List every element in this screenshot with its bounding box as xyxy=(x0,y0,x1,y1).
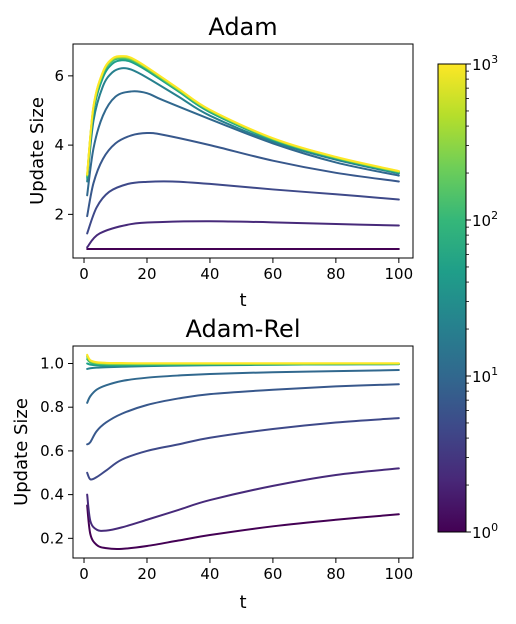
colorbar-tick-exponent: 1 xyxy=(491,365,498,378)
colorbar-gradient xyxy=(437,63,467,533)
x-tick-label: 60 xyxy=(263,565,282,583)
x-tick-label: 100 xyxy=(385,265,414,283)
colorbar-tick-exponent: 3 xyxy=(491,53,498,66)
x-tick-label: 80 xyxy=(326,565,345,583)
x-tick-label: 20 xyxy=(137,565,156,583)
y-tick-label: 0.6 xyxy=(40,442,64,460)
colorbar-tick-label: 103 xyxy=(472,53,498,74)
x-tick-label: 80 xyxy=(326,265,345,283)
x-tick-label: 20 xyxy=(137,265,156,283)
y-tick-label: 2 xyxy=(54,205,64,223)
series-line xyxy=(86,369,400,404)
y-axis-label: Update Size xyxy=(11,398,32,506)
series-line xyxy=(86,90,400,197)
x-axis-label: t xyxy=(239,290,246,311)
panel-adam: Adam 0 20 40 60 80 100 2 4 6 t Update Size xyxy=(27,13,414,311)
series-line xyxy=(86,383,400,446)
y-tick-label: 0.2 xyxy=(40,529,64,547)
series-line xyxy=(86,353,400,365)
panel-adam-rel: Adam-Rel 0 20 40 60 80 100 0.20.40.60.81.0 t … xyxy=(11,315,414,613)
x-tick-label: 100 xyxy=(385,565,414,583)
series-line xyxy=(86,504,400,550)
colorbar-tick-label: 101 xyxy=(472,365,498,386)
colorbar-tick-base: 10 xyxy=(472,524,491,542)
colorbar-tick-base: 10 xyxy=(472,212,491,230)
series-line xyxy=(86,131,400,218)
y-tick-label: 0.4 xyxy=(40,486,64,504)
series-line xyxy=(86,55,400,176)
colorbar-tick-exponent: 2 xyxy=(491,209,498,222)
colorbar-tick-base: 10 xyxy=(472,56,491,74)
plot-lines xyxy=(86,55,400,250)
x-tick-label: 60 xyxy=(263,265,282,283)
x-tick-label: 40 xyxy=(200,565,219,583)
colorbar-tick-label: 100 xyxy=(472,521,498,542)
x-tick-label: 40 xyxy=(200,265,219,283)
x-tick-label: 0 xyxy=(79,565,89,583)
series-line xyxy=(86,67,400,183)
y-axis-label: Update Size xyxy=(27,97,48,205)
y-tick-label: 1.0 xyxy=(40,354,64,372)
x-tick-label: 0 xyxy=(79,265,89,283)
series-line xyxy=(86,467,400,532)
x-axis: 0 20 40 60 80 100 xyxy=(79,258,413,283)
chart-title: Adam xyxy=(208,13,277,41)
y-tick-label: 6 xyxy=(54,67,64,85)
colorbar-tick-base: 10 xyxy=(472,368,491,386)
y-tick-label: 4 xyxy=(54,136,64,154)
y-axis: 2 4 6 xyxy=(54,67,73,223)
y-tick-label: 0.8 xyxy=(40,398,64,416)
x-axis-label: t xyxy=(239,592,246,613)
series-line xyxy=(86,56,400,177)
colorbar-tick-label: 102 xyxy=(472,209,498,230)
plot-frame xyxy=(72,43,414,259)
chart-title: Adam-Rel xyxy=(185,315,300,343)
series-line xyxy=(86,55,400,176)
plot-frame xyxy=(72,345,414,559)
x-axis: 0 20 40 60 80 100 xyxy=(79,558,413,583)
colorbar-tick-exponent: 0 xyxy=(491,521,498,534)
series-line xyxy=(86,180,400,235)
series-line xyxy=(86,220,400,249)
series-line xyxy=(86,417,400,481)
y-axis: 0.2 0.4 0.6 0.8 1.0 xyxy=(40,354,73,547)
plot-lines xyxy=(86,353,400,550)
series-line xyxy=(86,57,400,178)
